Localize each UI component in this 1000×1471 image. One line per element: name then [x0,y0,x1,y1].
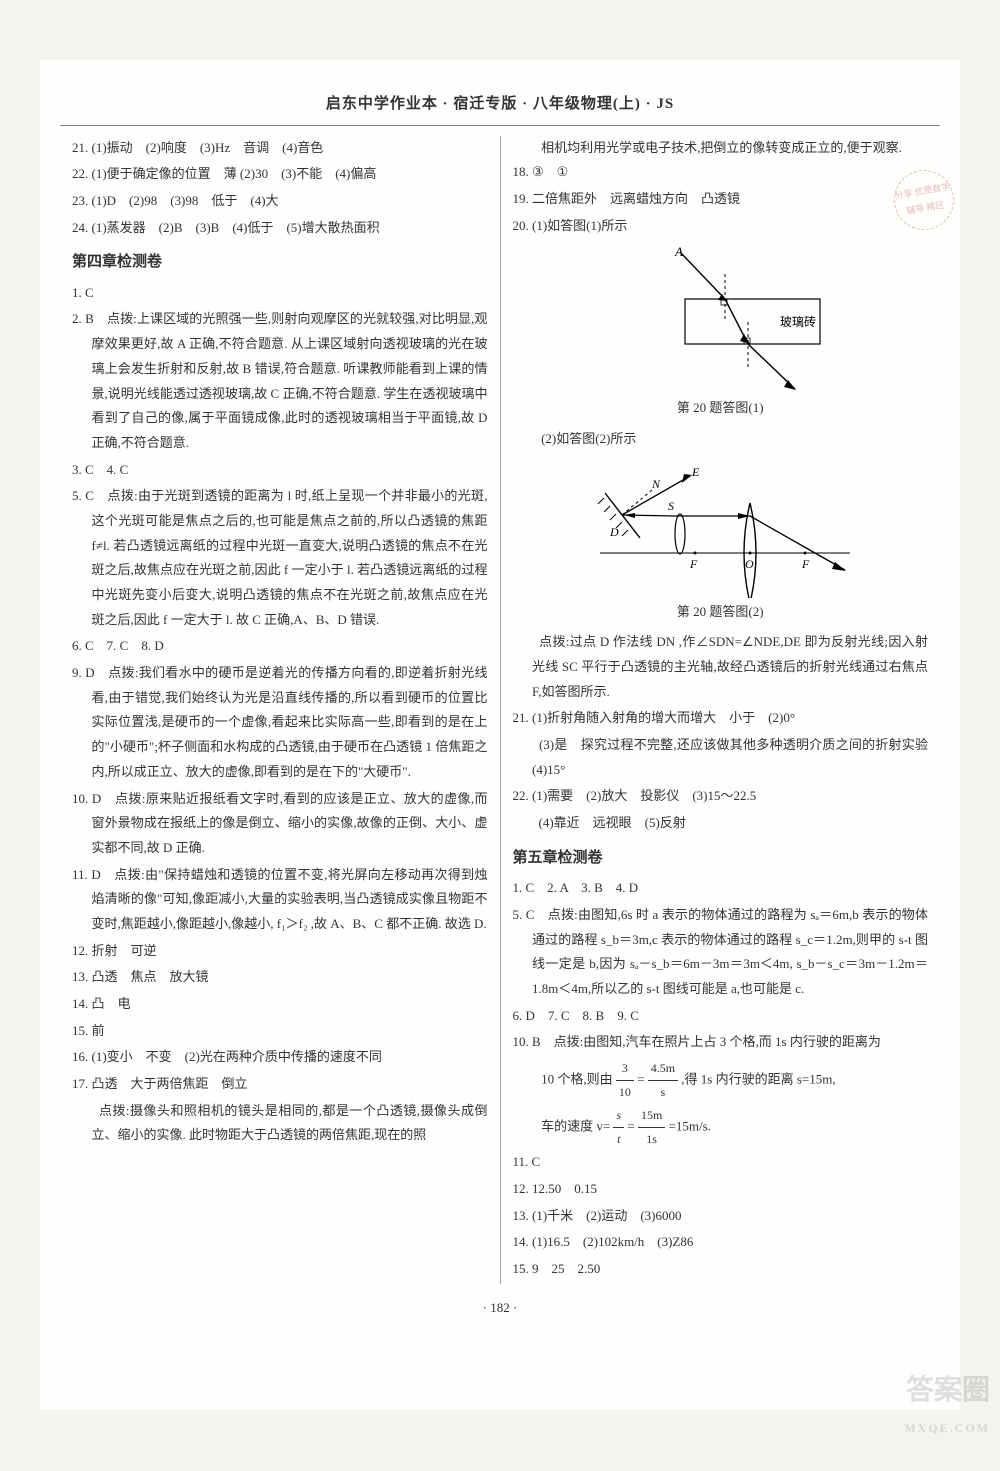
answer-item: 22. (1)需要 (2)放大 投影仪 (3)15～22.5 [513,784,929,809]
answer-item: 10. D 点拨:原来贴近报纸看文字时,看到的应该是正立、放大的虚像,而窗外景物… [72,787,488,861]
section-5-title: 第五章检测卷 [513,844,929,873]
answer-item-10: 10. B 点拨:由图知,汽车在照片上占 3 个格,而 1s 内行驶的距离为 [513,1030,929,1055]
continuation-text: 相机均利用光学或电子技术,把倒立的像转变成正立的,便于观察. [513,136,929,161]
answer-item: 5. C 点拨:由图知,6s 时 a 表示的物体通过的路程为 sₐ＝6m,b 表… [513,903,929,1002]
answer-item: 点拨:过点 D 作法线 DN ,作∠SDN=∠NDE,DE 即为反射光线;因入射… [513,630,929,704]
fraction-1: 310 [616,1057,634,1104]
page: 启东中学作业本 · 宿迁专版 · 八年级物理(上) · JS 分享 优质数学辅导… [40,60,960,1410]
answer-item: 23. (1)D (2)98 (3)98 低于 (4)大 [72,189,488,214]
fraction-2: 4.5ms [648,1057,678,1104]
answer-item: 点拨:摄像头和照相机的镜头是相同的,都是一个凸透镜,摄像头成倒立、缩小的实像. … [72,1099,488,1148]
left-column: 21. (1)振动 (2)响度 (3)Hz 音调 (4)音色 22. (1)便于… [60,136,501,1284]
fraction-4: 15m1s [638,1104,665,1151]
answer-item: 1. C 2. A 3. B 4. D [513,876,929,901]
answer-item: 22. (1)便于确定像的位置 薄 (2)30 (3)不能 (4)偏高 [72,162,488,187]
answer-item: 21. (1)折射角随入射角的增大而增大 小于 (2)0° [513,706,929,731]
answer-item: 12. 12.50 0.15 [513,1177,929,1202]
q10-line2: 10 个格,则由 310 = 4.5ms ,得 1s 内行驶的距离 s=15m, [513,1057,929,1104]
section-4-title: 第四章检测卷 [72,248,488,277]
figure-20-2: N E S D [513,458,929,625]
answer-item: 9. D 点拨:我们看水中的硬币是逆着光的传播方向看的,即逆着折射光线看,由于错… [72,661,488,784]
answer-item: 24. (1)蒸发器 (2)B (3)B (4)低于 (5)增大散热面积 [72,216,488,241]
q10-text-3a: 车的速度 v= [541,1118,610,1133]
answer-item: 6. D 7. C 8. B 9. C [513,1004,929,1029]
q10-line3: 车的速度 v= st = 15m1s =15m/s. [513,1104,929,1151]
label-F-right: F [801,557,810,571]
answer-item: 17. 凸透 大于两倍焦距 倒立 [72,1072,488,1097]
answer-item: 14. (1)16.5 (2)102km/h (3)Z86 [513,1230,929,1255]
label-S: S [668,499,674,513]
answer-item: 3. C 4. C [72,458,488,483]
answer-item: 15. 9 25 2.50 [513,1257,929,1282]
q10-text-2b: ,得 1s 内行驶的距离 s=15m, [681,1071,835,1086]
figure-20-1-caption: 第 20 题答图(1) [513,396,929,421]
page-header-title: 启东中学作业本 · 宿迁专版 · 八年级物理(上) · JS [60,90,940,126]
q10-text-3b: =15m/s. [669,1118,711,1133]
two-column-layout: 21. (1)振动 (2)响度 (3)Hz 音调 (4)音色 22. (1)便于… [60,136,940,1284]
q10-text-2a: 10 个格,则由 [541,1071,613,1086]
answer-item: 11. C [513,1150,929,1175]
answer-item: 15. 前 [72,1019,488,1044]
answer-item: (3)是 探究过程不完整,还应该做其他多种透明介质之间的折射实验 (4)15° [513,733,929,782]
answer-item: 21. (1)振动 (2)响度 (3)Hz 音调 (4)音色 [72,136,488,161]
label-D: D [609,525,619,539]
answer-item: 6. C 7. C 8. D [72,634,488,659]
answer-item: 5. C 点拨:由于光斑到透镜的距离为 l 时,纸上呈现一个并非最小的光斑,这个… [72,484,488,632]
answer-item: 12. 折射 可逆 [72,939,488,964]
answer-item: 13. 凸透 焦点 放大镜 [72,965,488,990]
watermark-sub: MXQE.COM [904,1417,990,1440]
answer-item: 1. C [72,281,488,306]
answer-item: (4)靠近 远视眼 (5)反射 [513,811,929,836]
answer-item: 19. 二倍焦距外 远离蜡烛方向 凸透镜 [513,187,929,212]
answer-item: 2. B 点拨:上课区域的光照强一些,则射向观摩区的光就较强,对比明显,观摩效果… [72,307,488,455]
answer-item: 13. (1)千米 (2)运动 (3)6000 [513,1204,929,1229]
right-column: 相机均利用光学或电子技术,把倒立的像转变成正立的,便于观察. 18. ③ ① 1… [501,136,941,1284]
label-E: E [691,465,700,479]
figure-20-2-caption: 第 20 题答图(2) [513,600,929,625]
answer-item: 20. (1)如答图(1)所示 [513,214,929,239]
label-F-left: F [689,557,698,571]
answer-item: 14. 凸 电 [72,992,488,1017]
answer-item: 16. (1)变小 不变 (2)光在两种介质中传播的速度不同 [72,1045,488,1070]
label-A: A [674,244,683,259]
page-number: · 182 · [60,1296,940,1321]
answer-item: 18. ③ ① [513,160,929,185]
label-N: N [651,477,661,491]
figure-20-2-intro: (2)如答图(2)所示 [513,427,929,452]
figure-20-1: A 玻璃砖 第 20 题答图(1) [513,244,929,421]
glass-label: 玻璃砖 [780,314,816,329]
fraction-3: st [613,1104,624,1151]
q10-text-1: 10. B 点拨:由图知,汽车在照片上占 3 个格,而 1s 内行驶的距离为 [513,1034,881,1049]
answer-item: 11. D 点拨:由"保持蜡烛和透镜的位置不变,将光屏向左移动再次得到烛焰清晰的… [72,863,488,937]
label-O: O [745,557,754,571]
